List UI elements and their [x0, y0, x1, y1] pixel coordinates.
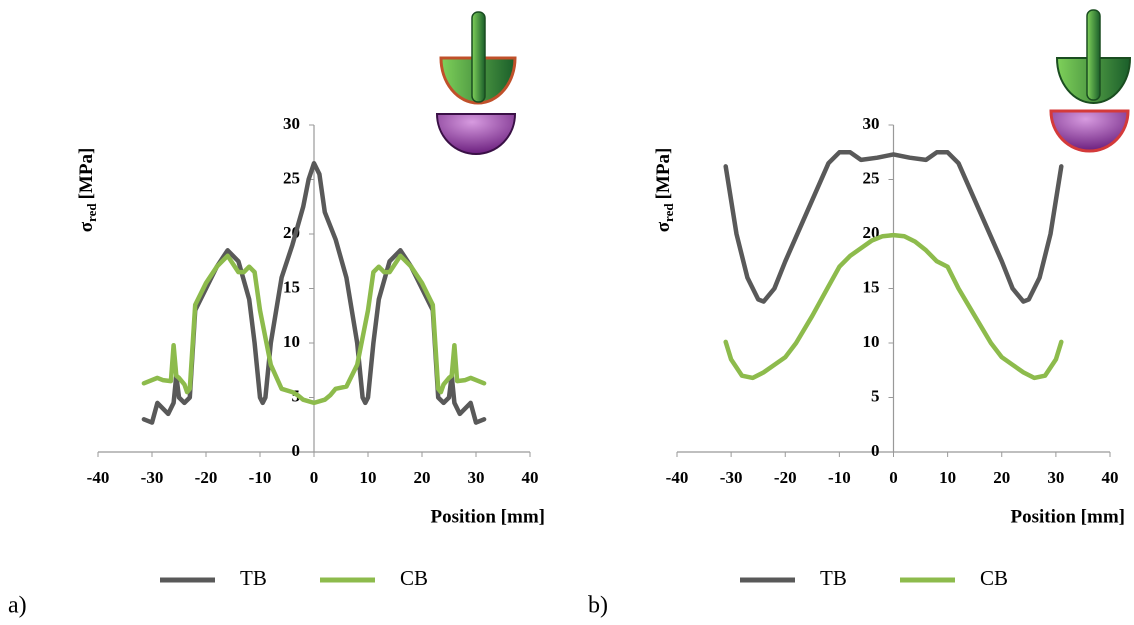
x-tick-label: 40: [522, 468, 539, 487]
x-tick-label: -30: [141, 468, 164, 487]
panel-label: a): [8, 593, 27, 619]
y-axis-subscript: red: [84, 203, 99, 222]
legend-label: TB: [240, 566, 267, 590]
y-tick-label: 30: [283, 114, 300, 133]
x-tick-label: 10: [360, 468, 377, 487]
y-axis-symbol: σ: [653, 221, 674, 232]
x-tick-label: -20: [195, 468, 218, 487]
x-tick-label: -10: [249, 468, 272, 487]
x-tick-label: 20: [414, 468, 431, 487]
x-tick-label: 30: [1047, 468, 1064, 487]
y-tick-label: 10: [283, 332, 300, 351]
legend-label: TB: [820, 566, 847, 590]
legend-label: CB: [980, 566, 1008, 590]
y-tick-label: 25: [863, 168, 880, 187]
data-line: [141, 253, 487, 406]
y-tick-label: 0: [871, 441, 880, 460]
x-tick-label: -40: [666, 468, 689, 487]
y-tick-label: 15: [283, 277, 300, 296]
x-tick-label: 0: [310, 468, 319, 487]
y-axis-symbol: σ: [76, 221, 97, 232]
x-tick-label: 30: [468, 468, 485, 487]
icon-a: [435, 11, 517, 155]
y-axis-title: σred [MPa]: [653, 148, 676, 233]
y-axis-unit: [MPa]: [653, 148, 674, 200]
y-axis-subscript: red: [661, 203, 676, 222]
y-tick-label: 15: [863, 277, 880, 296]
x-tick-label: -40: [87, 468, 110, 487]
y-tick-label: 30: [863, 114, 880, 133]
data-line: [723, 232, 1064, 381]
x-tick-label: -10: [828, 468, 851, 487]
x-tick-label: 10: [939, 468, 956, 487]
data-line: [723, 150, 1064, 304]
x-tick-label: -20: [774, 468, 797, 487]
y-tick-label: 25: [283, 168, 300, 187]
x-axis-title: Position [mm]: [430, 506, 545, 527]
icon-b: [1049, 9, 1132, 153]
legend-label: CB: [400, 566, 428, 590]
data-line: [141, 160, 487, 425]
x-tick-label: 0: [889, 468, 898, 487]
y-tick-label: 5: [871, 386, 880, 405]
panel-label: b): [588, 593, 608, 619]
y-tick-label: 0: [292, 441, 301, 460]
y-tick-label: 10: [863, 332, 880, 351]
x-axis-title: Position [mm]: [1010, 506, 1125, 527]
x-tick-label: -30: [720, 468, 743, 487]
x-tick-label: 40: [1102, 468, 1119, 487]
y-axis-unit: [MPa]: [76, 148, 97, 200]
x-tick-label: 20: [993, 468, 1010, 487]
y-axis-title: σred [MPa]: [76, 148, 99, 233]
